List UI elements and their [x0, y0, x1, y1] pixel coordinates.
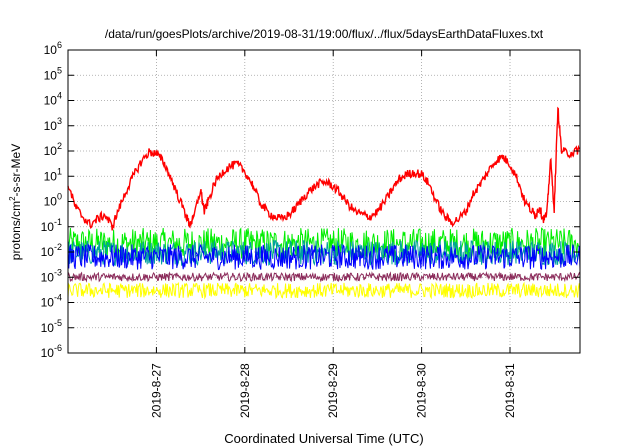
series-line-5: [67, 281, 581, 300]
y-tick-label: 103: [44, 116, 62, 133]
y-axis-label-rest: -s-sr-MeV: [9, 144, 23, 197]
series-line-0: [67, 106, 581, 231]
y-tick-label: 10-6: [41, 343, 62, 360]
x-tick-label: 2019-8-29: [326, 363, 340, 418]
y-tick-exponent: 6: [57, 40, 62, 50]
chart-title: /data/run/goesPlots/archive/2019-08-31/1…: [105, 27, 544, 41]
y-tick-label: 104: [44, 91, 62, 108]
y-tick-label: 10-3: [41, 267, 62, 284]
x-tick-label: 2019-8-31: [503, 363, 517, 418]
series-line-3: [67, 243, 581, 271]
y-tick-base: 10: [44, 169, 58, 183]
grid-lines: [68, 50, 580, 353]
y-tick-base: 10: [41, 321, 55, 335]
axis-ticks: 10-610-510-410-310-210-11001011021031041…: [41, 40, 580, 418]
y-tick-label: 101: [44, 166, 62, 183]
series-line-4: [67, 270, 581, 283]
y-tick-exponent: -5: [54, 318, 62, 328]
y-tick-label: 105: [44, 65, 62, 82]
y-axis-label: protons/cm2-s-sr-MeV: [8, 144, 23, 260]
y-tick-base: 10: [44, 94, 58, 108]
y-tick-base: 10: [41, 220, 55, 234]
y-tick-exponent: 3: [57, 116, 62, 126]
y-tick-label: 10-5: [41, 318, 62, 335]
y-tick-label: 10-4: [41, 293, 62, 310]
y-tick-exponent: 5: [57, 65, 62, 75]
y-tick-exponent: -2: [54, 242, 62, 252]
x-tick-label: 2019-8-27: [149, 363, 163, 418]
y-tick-label: 100: [44, 192, 62, 209]
y-tick-exponent: 2: [57, 141, 62, 151]
y-axis-label-sup: 2: [8, 196, 17, 201]
y-tick-base: 10: [44, 43, 58, 57]
y-tick-base: 10: [44, 195, 58, 209]
series-layer: [67, 106, 581, 300]
y-tick-exponent: 0: [57, 192, 62, 202]
y-tick-base: 10: [41, 270, 55, 284]
y-tick-base: 10: [41, 346, 55, 360]
y-tick-exponent: 1: [57, 166, 62, 176]
series-line-1: [67, 227, 581, 261]
y-axis-label-base: protons/cm: [9, 201, 23, 260]
y-tick-label: 102: [44, 141, 62, 158]
y-tick-base: 10: [44, 144, 58, 158]
y-tick-base: 10: [44, 119, 58, 133]
y-tick-label: 10-1: [41, 217, 62, 234]
y-tick-exponent: 4: [57, 91, 62, 101]
y-tick-label: 10-2: [41, 242, 62, 259]
y-tick-exponent: -3: [54, 267, 62, 277]
y-tick-base: 10: [44, 68, 58, 82]
y-tick-base: 10: [41, 296, 55, 310]
y-tick-exponent: -4: [54, 293, 62, 303]
y-tick-exponent: -1: [54, 217, 62, 227]
y-tick-exponent: -6: [54, 343, 62, 353]
y-tick-base: 10: [41, 245, 55, 259]
x-tick-label: 2019-8-30: [415, 363, 429, 418]
x-axis-label: Coordinated Universal Time (UTC): [224, 431, 423, 446]
y-tick-label: 106: [44, 40, 62, 57]
x-tick-label: 2019-8-28: [238, 363, 252, 418]
